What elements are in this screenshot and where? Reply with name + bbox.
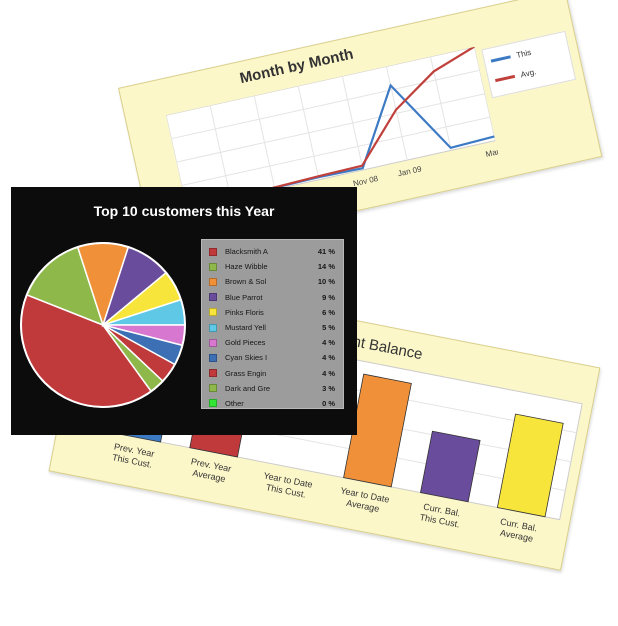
pie-legend-percent: 4 % [322, 368, 335, 378]
pie-legend-percent: 0 % [322, 398, 335, 408]
pie-legend-percent: 41 % [317, 247, 335, 257]
x-tick-label: Mar 09 [485, 145, 501, 159]
pie-legend-name: Brown & Sol [225, 277, 267, 287]
pie-legend-percent: 14 % [317, 262, 335, 272]
pie-legend-swatch [209, 399, 217, 408]
pie-legend-swatch [209, 277, 217, 286]
pie-legend-name: Pinks Floris [225, 307, 264, 317]
pie-legend-item: Other 0 % [202, 396, 343, 411]
grid-line [176, 93, 486, 163]
pie-legend-name: Blue Parrot [225, 292, 263, 302]
pie-legend-item: Mustard Yell 5 % [202, 320, 343, 335]
pie-legend-percent: 10 % [317, 277, 335, 287]
pie-legend-item: Gold Pieces 4 % [202, 335, 343, 350]
pie-legend-name: Mustard Yell [225, 323, 266, 333]
pie-legend-swatch [209, 384, 217, 393]
bar [496, 413, 564, 518]
pie-chart-title: Top 10 customers this Year [93, 203, 275, 219]
y-tick-label: 375 [166, 131, 168, 143]
pie-legend-name: Cyan Skies I [225, 353, 268, 363]
legend-swatch-this [490, 54, 511, 63]
pie-legend-name: Haze Wibble [225, 262, 268, 272]
pie-legend-percent: 4 % [322, 353, 335, 363]
pie-legend-percent: 6 % [322, 307, 335, 317]
line-chart-legend: This Avg. [481, 30, 577, 99]
pie-chart-card: Top 10 customers this Year Blacksmith A 4… [11, 187, 357, 435]
pie-legend-name: Grass Engin [225, 368, 267, 378]
legend-label-avg: Avg. [519, 66, 538, 79]
pie-legend-item: Cyan Skies I 4 % [202, 350, 343, 365]
grid-line [171, 69, 480, 140]
grid-line [181, 116, 491, 187]
pie-outline [20, 242, 186, 408]
pie-legend-swatch [209, 323, 217, 332]
pie-legend-name: Other [225, 398, 244, 408]
pie-legend-item: Blacksmith A 41 % [202, 244, 343, 259]
pie-legend-item: Haze Wibble 14 % [202, 259, 343, 274]
bar [420, 430, 481, 503]
pie-legend-name: Dark and Gre [225, 383, 271, 393]
pie-legend-swatch [209, 293, 217, 302]
pie-legend-percent: 9 % [322, 292, 335, 302]
pie-legend-name: Blacksmith A [225, 247, 268, 257]
pie-legend-item: Dark and Gre 3 % [202, 381, 343, 396]
pie-legend-item: Blue Parrot 9 % [202, 290, 343, 305]
pie-legend-swatch [209, 369, 217, 378]
pie-legend-item: Pinks Floris 6 % [202, 305, 343, 320]
pie-legend-item: Brown & Sol 10 % [202, 274, 343, 289]
pie-legend-swatch [209, 308, 217, 317]
pie-legend-item: Grass Engin 4 % [202, 366, 343, 381]
pie-legend-percent: 3 % [322, 383, 335, 393]
pie-legend-swatch [209, 353, 217, 362]
pie-legend-percent: 5 % [322, 323, 335, 333]
pie-legend-swatch [209, 262, 217, 271]
pie-legend-swatch [209, 338, 217, 347]
x-tick-label: Jan 09 [397, 164, 423, 178]
legend-swatch-avg [494, 74, 516, 82]
pie-legend-swatch [209, 247, 217, 256]
legend-label-this: This [515, 47, 533, 60]
pie-legend-percent: 4 % [322, 338, 335, 348]
pie-legend-name: Gold Pieces [225, 338, 266, 348]
pie-chart-plot [20, 242, 186, 408]
pie-legend: Blacksmith A 41 % Haze Wibble 14 % Brown &… [201, 239, 344, 409]
